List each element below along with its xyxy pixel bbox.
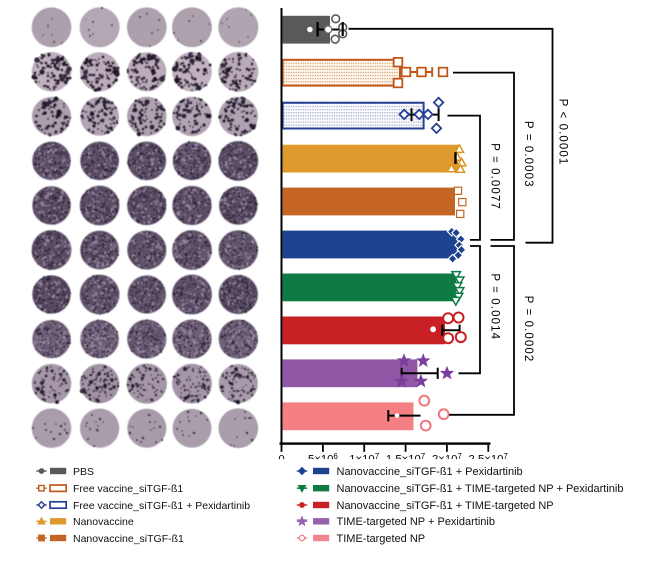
svg-text:1×107: 1×107 xyxy=(349,452,379,466)
svg-text:TIME-targeted NP + Pexidartini: TIME-targeted NP + Pexidartinib xyxy=(337,516,495,528)
svg-text:Nanovaccine_siTGF-ß1 + TIME-ta: Nanovaccine_siTGF-ß1 + TIME-targeted NP … xyxy=(337,483,624,495)
svg-text:P < 0.0001: P < 0.0001 xyxy=(557,99,569,166)
svg-text:5×106: 5×106 xyxy=(308,452,338,466)
svg-text:0: 0 xyxy=(278,453,284,465)
svg-text:2×107: 2×107 xyxy=(432,452,462,466)
svg-text:2.5×107: 2.5×107 xyxy=(469,452,509,466)
svg-text:Nanovaccine_siTGF-ß1: Nanovaccine_siTGF-ß1 xyxy=(73,533,184,545)
svg-text:PBS: PBS xyxy=(73,466,94,478)
svg-text:1.5×107: 1.5×107 xyxy=(386,452,426,466)
svg-text:Free vaccine_siTGF-ß1: Free vaccine_siTGF-ß1 xyxy=(73,483,183,495)
svg-text:P = 0.0077: P = 0.0077 xyxy=(489,143,501,210)
svg-text:P = 0.0003: P = 0.0003 xyxy=(522,121,534,188)
svg-text:Free vaccine_siTGF-ß1 + Pexida: Free vaccine_siTGF-ß1 + Pexidartinib xyxy=(73,500,250,512)
svg-text:Nanovaccine_siTGF-ß1 + TIME-ta: Nanovaccine_siTGF-ß1 + TIME-targeted NP xyxy=(337,500,554,512)
svg-text:Nanovaccine: Nanovaccine xyxy=(73,516,134,528)
svg-text:TIME-targeted NP: TIME-targeted NP xyxy=(337,533,426,545)
svg-text:P = 0.0002: P = 0.0002 xyxy=(522,296,534,363)
svg-text:Nanovaccine_siTGF-ß1 + Pexidar: Nanovaccine_siTGF-ß1 + Pexidartinib xyxy=(337,466,523,478)
svg-text:P = 0.0014: P = 0.0014 xyxy=(489,273,501,340)
